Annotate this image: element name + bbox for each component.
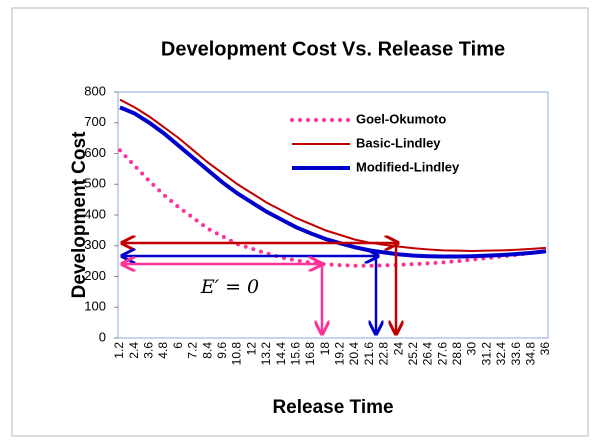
x-tick-label: 30: [465, 342, 479, 356]
arrows: [122, 243, 398, 334]
x-tick-label: 6: [171, 342, 185, 349]
chart-title: Development Cost Vs. Release Time: [161, 38, 505, 60]
x-tick-label: 2.4: [127, 342, 141, 359]
x-tick-label: 1.2: [112, 342, 126, 359]
plot-border: [117, 91, 549, 339]
x-tick-label: 7.2: [186, 342, 200, 359]
x-tick-label: 31.2: [479, 342, 493, 366]
x-tick-label: 16.8: [303, 342, 317, 366]
y-axis-title: Development Cost: [69, 131, 90, 298]
legend-label: Basic-Lindley: [356, 135, 441, 150]
series-line: [119, 105, 547, 259]
x-tick-label: 25.2: [406, 342, 420, 366]
y-tick-label: 0: [99, 329, 106, 344]
x-axis-title: Release Time: [272, 397, 393, 418]
y-tick-label: 300: [84, 237, 106, 252]
x-tick-label: 36: [538, 342, 552, 356]
x-tick-label: 18: [318, 342, 332, 356]
annotation: E′ = 0: [200, 276, 259, 298]
series-line: [119, 98, 547, 252]
x-tick-label: 33.6: [509, 342, 523, 366]
y-tick-label: 600: [84, 145, 106, 160]
x-tick-label: 4.8: [156, 342, 170, 359]
y-tick-label: 800: [84, 83, 106, 98]
x-tick-label: 19.2: [333, 342, 347, 366]
x-tick-label: 3.6: [142, 342, 156, 359]
x-tick-label: 14.4: [274, 342, 288, 366]
x-tick-label: 21.6: [362, 342, 376, 366]
x-tick-label: 13.2: [259, 342, 273, 366]
x-tick-label: 22.8: [377, 342, 391, 366]
legend-label: Goel-Okumoto: [356, 111, 446, 126]
y-tick-label: 500: [84, 176, 106, 191]
x-tick-label: 15.6: [288, 342, 302, 366]
frame: [11, 7, 589, 437]
y-tick-label: 400: [84, 206, 106, 221]
x-tick-label: 32.4: [494, 342, 508, 366]
x-tick-label: 24: [391, 342, 405, 356]
x-tick-label: 34.8: [523, 342, 537, 366]
y-tick-label: 700: [84, 114, 106, 129]
x-tick-label: 20.4: [347, 342, 361, 366]
y-tick-label: 100: [84, 299, 106, 314]
legend-label: Modified-Lindley: [356, 159, 460, 174]
x-tick-label: 9.6: [215, 342, 229, 359]
x-tick-label: 8.4: [200, 342, 214, 359]
series-line: [118, 148, 548, 268]
x-tick-label: 27.6: [435, 342, 449, 366]
x-tick-label: 12: [244, 342, 258, 356]
x-tick-label: 28.8: [450, 342, 464, 366]
y-tick-label: 200: [84, 268, 106, 283]
x-tick-label: 10.8: [230, 342, 244, 366]
x-tick-label: 26.4: [421, 342, 435, 366]
